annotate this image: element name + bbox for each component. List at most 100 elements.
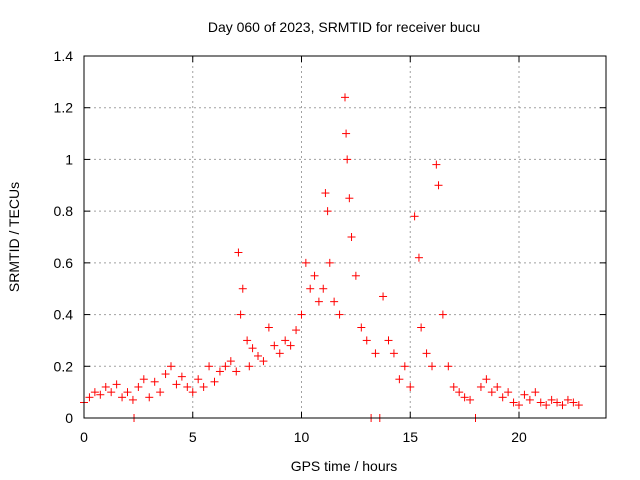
data-point-plus <box>515 401 523 410</box>
data-point-plus <box>238 284 247 293</box>
x-tick-label: 15 <box>402 429 418 445</box>
data-point-plus <box>128 395 137 404</box>
data-point-plus <box>286 341 295 350</box>
data-point-plus <box>498 393 507 402</box>
data-point-plus <box>438 310 447 319</box>
data-point-plus <box>434 181 443 190</box>
data-point-plus <box>259 357 268 366</box>
data-point-plus <box>139 375 148 384</box>
data-point-plus <box>306 284 315 293</box>
y-tick-label: 1 <box>65 151 73 167</box>
data-point-plus <box>417 323 426 332</box>
data-point-plus <box>101 382 110 391</box>
data-point-plus <box>432 160 441 169</box>
data-point-plus <box>90 388 99 397</box>
data-point-plus <box>449 382 458 391</box>
data-point-plus <box>357 323 366 332</box>
y-tick-label: 1.2 <box>54 100 74 116</box>
data-point-plus <box>509 398 518 407</box>
data-point-plus <box>270 341 279 350</box>
data-point-plus <box>194 375 203 384</box>
data-point-plus <box>145 393 154 402</box>
data-point-plus <box>248 344 257 353</box>
y-tick-label: 0.4 <box>54 307 74 323</box>
data-point-plus <box>243 336 252 345</box>
data-point-plus <box>221 362 230 371</box>
data-point-plus <box>569 398 578 407</box>
data-point-plus <box>123 388 132 397</box>
data-point-plus <box>199 382 208 391</box>
data-point-plus <box>292 326 301 335</box>
data-point-plus <box>188 388 197 397</box>
data-point-plus <box>314 297 323 306</box>
data-point-plus <box>444 362 453 371</box>
data-points <box>80 93 583 422</box>
y-tick-label: 0 <box>65 410 73 426</box>
data-point-plus <box>389 349 398 358</box>
data-point-plus <box>395 375 404 384</box>
data-point-plus <box>558 401 567 410</box>
data-point-plus <box>574 401 583 410</box>
y-tick-label: 0.8 <box>54 203 74 219</box>
data-point-plus <box>520 390 529 399</box>
data-point-plus <box>177 372 186 381</box>
data-point-plus <box>275 349 284 358</box>
data-point-plus <box>414 253 423 262</box>
data-point-plus <box>310 271 319 280</box>
data-point-plus <box>234 248 243 257</box>
data-point-plus <box>487 388 496 397</box>
data-point-plus <box>553 398 562 407</box>
data-point-plus <box>167 362 175 371</box>
data-point-plus <box>493 382 502 391</box>
y-tick-label: 0.6 <box>54 255 74 271</box>
data-point-plus <box>215 367 224 376</box>
data-point-plus <box>563 395 572 404</box>
data-point-plus <box>482 375 491 384</box>
data-point-plus <box>210 377 219 386</box>
data-point-plus <box>342 129 351 138</box>
data-point-plus <box>343 155 352 164</box>
data-point-plus <box>525 395 534 404</box>
data-point-plus <box>301 258 310 267</box>
data-point-plus <box>264 323 273 332</box>
x-axis-title: GPS time / hours <box>291 458 398 474</box>
plot-frame <box>83 55 607 419</box>
data-point-plus <box>205 362 214 371</box>
data-point-plus <box>460 393 469 402</box>
data-point-plus <box>547 395 556 404</box>
data-point-plus <box>112 380 121 389</box>
data-point-plus <box>96 390 105 399</box>
data-point-plus <box>536 398 545 407</box>
x-tick-label: 10 <box>294 429 310 445</box>
data-point-plus <box>297 310 306 319</box>
data-point-plus <box>542 401 551 410</box>
data-point-plus <box>330 297 339 306</box>
data-point-plus <box>455 388 464 397</box>
data-point-plus <box>156 388 165 397</box>
x-tick-label: 20 <box>511 429 527 445</box>
y-tick-label: 0.2 <box>54 358 74 374</box>
data-point-plus <box>319 284 328 293</box>
data-point-plus <box>118 393 127 402</box>
data-point-plus <box>254 351 262 360</box>
chart-title: Day 060 of 2023, SRMTID for receiver buc… <box>208 19 480 35</box>
data-point-plus <box>428 362 436 371</box>
data-point-plus <box>183 382 192 391</box>
data-point-plus <box>476 382 485 391</box>
data-point-plus <box>341 93 349 102</box>
data-point-plus <box>379 292 388 301</box>
y-axis-title: SRMTID / TECUs <box>6 182 22 292</box>
data-point-plus <box>161 370 170 379</box>
x-tick-label: 5 <box>189 429 197 445</box>
y-tick-label: 1.4 <box>54 48 74 64</box>
data-point-plus <box>504 388 513 397</box>
data-point-plus <box>422 349 431 358</box>
data-point-plus <box>134 382 143 391</box>
data-point-plus <box>245 362 254 371</box>
data-point-plus <box>406 382 415 391</box>
grid <box>84 56 606 418</box>
data-point-plus <box>345 194 354 203</box>
ticks: 0 0.2 0.4 0.6 0.8 1 1.2 1.4 0 5 10 15 20 <box>54 48 606 445</box>
data-point-plus <box>150 377 159 386</box>
